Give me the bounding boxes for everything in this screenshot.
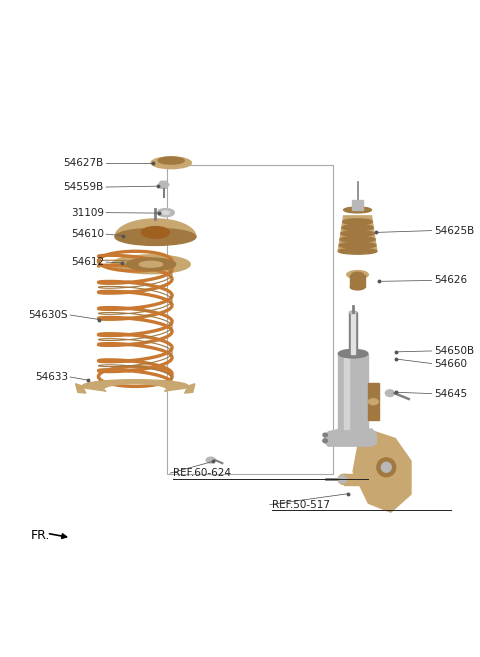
Ellipse shape [139, 261, 163, 267]
Ellipse shape [323, 433, 327, 437]
Ellipse shape [338, 248, 377, 254]
Ellipse shape [342, 225, 373, 231]
Bar [344, 353, 349, 429]
Text: 54625B: 54625B [434, 225, 474, 236]
Ellipse shape [344, 207, 372, 213]
Ellipse shape [385, 390, 395, 397]
Text: 54610: 54610 [71, 229, 104, 239]
Text: 54612: 54612 [71, 257, 104, 267]
Ellipse shape [339, 242, 376, 248]
Ellipse shape [377, 458, 396, 477]
Ellipse shape [112, 255, 190, 274]
Bar [344, 474, 370, 486]
Polygon shape [185, 384, 195, 393]
Text: 54645: 54645 [434, 389, 467, 399]
Text: REF.50-517: REF.50-517 [272, 499, 330, 510]
Bar [368, 383, 379, 420]
Polygon shape [338, 245, 377, 251]
Ellipse shape [338, 474, 350, 485]
Ellipse shape [341, 231, 374, 237]
Ellipse shape [158, 157, 184, 164]
Ellipse shape [323, 439, 327, 443]
Text: 54630S: 54630S [28, 310, 68, 320]
Ellipse shape [338, 350, 368, 358]
Text: 54626: 54626 [434, 275, 467, 285]
Text: 54633: 54633 [35, 372, 68, 382]
Text: REF.60-624: REF.60-624 [172, 468, 230, 478]
Ellipse shape [157, 208, 174, 217]
Ellipse shape [352, 273, 363, 277]
Text: FR.: FR. [31, 529, 50, 541]
Ellipse shape [162, 211, 169, 214]
Ellipse shape [340, 237, 375, 242]
Text: 31109: 31109 [71, 208, 104, 217]
Polygon shape [353, 430, 411, 512]
Bar [351, 312, 355, 353]
Text: 54650B: 54650B [434, 346, 474, 356]
Bar [338, 353, 368, 429]
Polygon shape [82, 380, 188, 391]
Bar [167, 165, 333, 474]
Ellipse shape [126, 258, 176, 271]
Polygon shape [342, 222, 373, 228]
Polygon shape [339, 239, 376, 245]
Ellipse shape [142, 227, 169, 238]
Polygon shape [341, 228, 374, 233]
Polygon shape [323, 429, 376, 446]
Text: 54559B: 54559B [63, 182, 104, 192]
Ellipse shape [347, 271, 368, 279]
Text: 54660: 54660 [434, 359, 467, 369]
Bar [350, 275, 365, 287]
Ellipse shape [115, 229, 196, 246]
Ellipse shape [381, 463, 391, 472]
Ellipse shape [339, 476, 347, 483]
Ellipse shape [206, 457, 215, 463]
Polygon shape [340, 233, 375, 239]
Polygon shape [158, 181, 169, 189]
Text: 54627B: 54627B [63, 158, 104, 168]
Ellipse shape [368, 399, 378, 405]
Ellipse shape [343, 219, 372, 225]
Ellipse shape [350, 284, 365, 290]
Polygon shape [75, 384, 86, 393]
Bar [349, 312, 357, 353]
Polygon shape [115, 219, 196, 237]
Ellipse shape [151, 157, 192, 169]
Ellipse shape [349, 311, 357, 313]
Bar [352, 200, 363, 210]
Polygon shape [343, 216, 372, 222]
